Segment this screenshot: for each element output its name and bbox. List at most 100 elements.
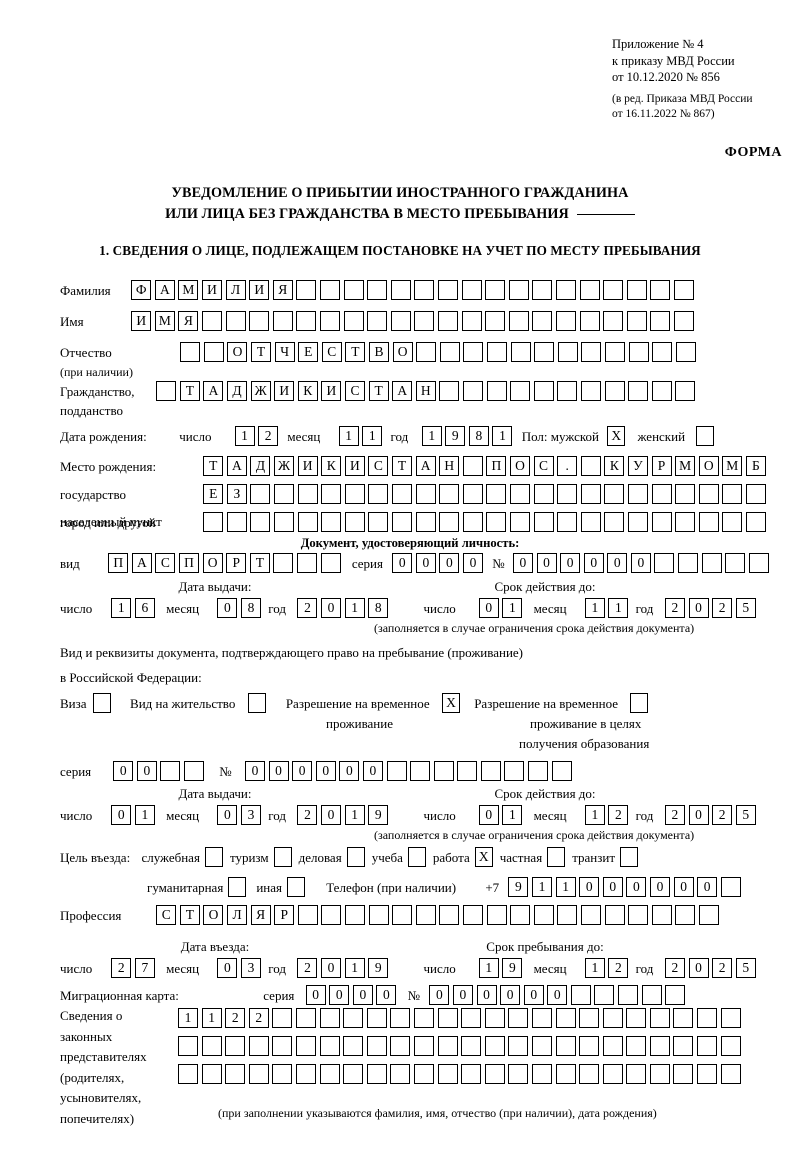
char-cell[interactable]: 0 (376, 985, 397, 1005)
char-cell[interactable]: 0 (688, 958, 709, 978)
char-cell[interactable] (202, 311, 223, 331)
char-cell[interactable] (366, 1064, 387, 1084)
char-cell[interactable]: А (392, 381, 413, 401)
char-cell[interactable] (579, 280, 600, 300)
char-cell[interactable] (626, 1036, 647, 1056)
char-cell[interactable] (368, 484, 389, 504)
char-cell[interactable]: . (557, 456, 578, 476)
char-cell[interactable] (457, 761, 478, 781)
char-cell[interactable]: Т (368, 381, 389, 401)
char-cell[interactable]: 0 (217, 805, 238, 825)
visa-checkbox[interactable] (92, 693, 111, 713)
char-cell[interactable]: 0 (583, 553, 604, 573)
char-cell[interactable] (462, 381, 483, 401)
char-cell[interactable]: 0 (512, 553, 533, 573)
char-cell[interactable] (722, 512, 743, 532)
char-cell[interactable] (462, 905, 483, 925)
char-cell[interactable] (533, 905, 554, 925)
char-cell[interactable]: 0 (352, 985, 373, 1005)
char-cell[interactable] (463, 342, 484, 362)
char-cell[interactable] (414, 311, 435, 331)
char-cell[interactable]: Ч (274, 342, 295, 362)
char-cell[interactable]: М (675, 456, 696, 476)
char-cell[interactable] (534, 342, 555, 362)
char-cell[interactable]: 2 (258, 426, 279, 446)
education-residence-checkbox[interactable] (630, 693, 649, 713)
purpose-option-checkbox[interactable] (346, 847, 365, 867)
purpose-option-checkbox[interactable] (204, 847, 223, 867)
char-cell[interactable] (437, 1036, 458, 1056)
char-cell[interactable]: Я (272, 280, 293, 300)
char-cell[interactable] (673, 1036, 694, 1056)
char-cell[interactable]: 0 (429, 985, 450, 1005)
char-cell[interactable] (226, 512, 247, 532)
char-cell[interactable] (486, 512, 507, 532)
char-cell[interactable]: 0 (523, 985, 544, 1005)
char-cell[interactable] (720, 1008, 741, 1028)
purpose-option-checkbox[interactable] (620, 847, 639, 867)
char-cell[interactable]: 9 (445, 426, 466, 446)
purpose-option-checkbox[interactable] (273, 847, 292, 867)
char-cell[interactable] (698, 512, 719, 532)
char-cell[interactable]: 2 (712, 958, 733, 978)
char-cell[interactable]: 2 (664, 805, 685, 825)
char-cell[interactable] (486, 342, 507, 362)
char-cell[interactable] (437, 1008, 458, 1028)
char-cell[interactable]: 7 (134, 958, 155, 978)
char-cell[interactable]: 0 (463, 553, 484, 573)
char-cell[interactable] (579, 1064, 600, 1084)
char-cell[interactable] (531, 1064, 552, 1084)
char-cell[interactable] (392, 484, 412, 504)
char-cell[interactable]: 0 (315, 761, 336, 781)
char-cell[interactable] (344, 484, 365, 504)
char-cell[interactable] (604, 512, 625, 532)
char-cell[interactable]: 2 (111, 958, 132, 978)
char-cell[interactable] (461, 1008, 482, 1028)
char-cell[interactable] (366, 1008, 387, 1028)
char-cell[interactable] (649, 1036, 670, 1056)
char-cell[interactable]: Е (203, 484, 224, 504)
char-cell[interactable] (580, 484, 601, 504)
char-cell[interactable] (675, 381, 696, 401)
char-cell[interactable]: 1 (344, 598, 365, 618)
char-cell[interactable] (415, 484, 436, 504)
char-cell[interactable] (486, 905, 507, 925)
char-cell[interactable] (368, 512, 389, 532)
char-cell[interactable] (462, 484, 483, 504)
char-cell[interactable] (581, 342, 602, 362)
char-cell[interactable] (249, 311, 270, 331)
char-cell[interactable] (555, 1008, 576, 1028)
char-cell[interactable] (745, 484, 766, 504)
char-cell[interactable]: 9 (508, 877, 529, 897)
char-cell[interactable]: Т (203, 456, 224, 476)
char-cell[interactable] (273, 553, 294, 573)
char-cell[interactable] (533, 512, 554, 532)
char-cell[interactable] (580, 905, 601, 925)
char-cell[interactable]: 1 (201, 1008, 222, 1028)
char-cell[interactable] (509, 484, 530, 504)
char-cell[interactable] (580, 456, 601, 476)
char-cell[interactable]: 2 (248, 1008, 269, 1028)
char-cell[interactable] (461, 1036, 482, 1056)
char-cell[interactable]: 1 (584, 958, 605, 978)
char-cell[interactable] (604, 342, 625, 362)
char-cell[interactable]: И (321, 381, 342, 401)
char-cell[interactable] (604, 905, 625, 925)
char-cell[interactable]: 0 (697, 877, 718, 897)
char-cell[interactable]: 1 (584, 598, 605, 618)
char-cell[interactable] (665, 985, 686, 1005)
char-cell[interactable]: 8 (368, 598, 389, 618)
char-cell[interactable]: 0 (268, 761, 289, 781)
char-cell[interactable] (603, 280, 624, 300)
char-cell[interactable] (343, 1064, 364, 1084)
